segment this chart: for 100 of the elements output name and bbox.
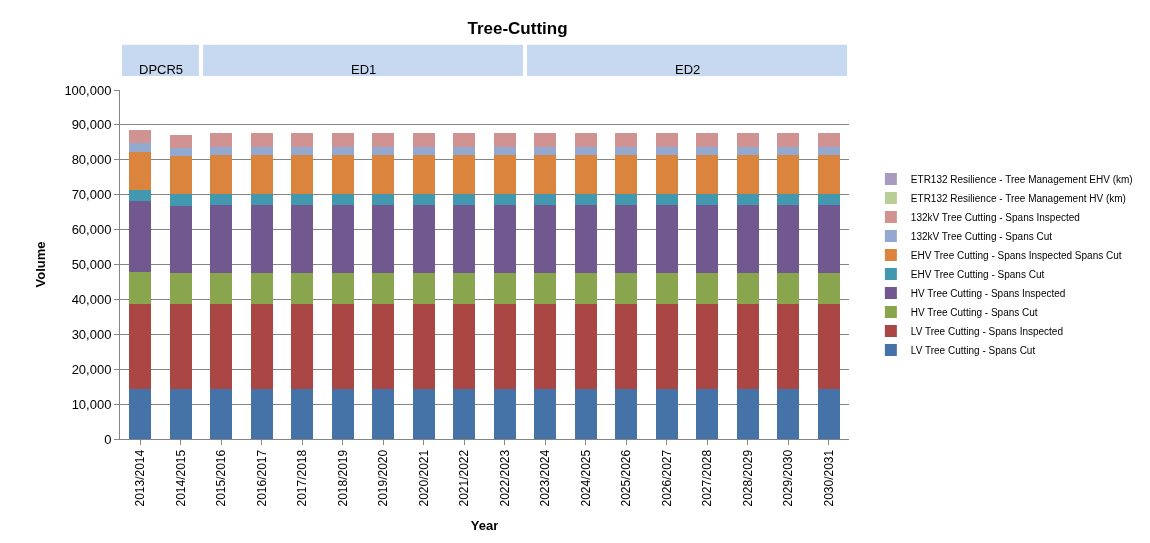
bar bbox=[696, 146, 719, 155]
bar bbox=[210, 146, 233, 155]
bar bbox=[250, 204, 273, 273]
bar bbox=[574, 272, 597, 304]
bar bbox=[210, 154, 233, 194]
bar bbox=[615, 193, 638, 205]
bar bbox=[736, 303, 759, 389]
bar bbox=[696, 193, 719, 205]
bar bbox=[250, 303, 273, 389]
bar bbox=[534, 204, 557, 273]
bar bbox=[250, 154, 273, 194]
x-tick-label: 2018/2019 bbox=[335, 449, 350, 507]
bar bbox=[129, 303, 152, 389]
legend-label: LV Tree Cutting - Spans Cut bbox=[910, 344, 1036, 356]
x-tick-label: 2030/2031 bbox=[821, 449, 836, 507]
bar bbox=[372, 133, 395, 147]
bar bbox=[291, 133, 314, 147]
bar bbox=[736, 193, 759, 205]
legend-label: EHV Tree Cutting - Spans Inspected Spans Cut bbox=[910, 249, 1122, 261]
bar bbox=[817, 154, 840, 194]
bar bbox=[615, 388, 638, 439]
bar bbox=[574, 154, 597, 194]
y-tick-label: 0 bbox=[104, 431, 112, 447]
bar bbox=[736, 154, 759, 194]
bar bbox=[655, 133, 678, 147]
bar bbox=[331, 388, 354, 439]
bar bbox=[169, 303, 192, 389]
bar bbox=[453, 193, 476, 205]
bar bbox=[250, 133, 273, 147]
bar bbox=[372, 154, 395, 194]
bar bbox=[574, 204, 597, 273]
bar bbox=[291, 303, 314, 389]
bar bbox=[250, 388, 273, 439]
bar bbox=[453, 133, 476, 147]
y-tick-label: 80,000 bbox=[71, 152, 112, 168]
bar bbox=[655, 204, 678, 273]
y-tick-label: 30,000 bbox=[71, 326, 112, 342]
bar bbox=[817, 193, 840, 205]
chart-title: Tree-Cutting bbox=[467, 18, 568, 38]
bar bbox=[777, 303, 800, 389]
bar bbox=[777, 146, 800, 155]
text: ED1 bbox=[351, 62, 377, 77]
bar bbox=[696, 204, 719, 273]
bar bbox=[210, 204, 233, 273]
bar bbox=[372, 303, 395, 389]
bar bbox=[817, 388, 840, 439]
bar bbox=[453, 303, 476, 389]
x-tick-label: 2022/2023 bbox=[497, 449, 512, 507]
bar bbox=[412, 146, 435, 155]
bar bbox=[655, 146, 678, 155]
x-tick-label: 2027/2028 bbox=[700, 449, 715, 507]
bar bbox=[331, 133, 354, 147]
bar bbox=[453, 272, 476, 304]
bar bbox=[169, 155, 192, 195]
bar bbox=[777, 193, 800, 205]
x-tick-label: 2013/2014 bbox=[133, 449, 148, 507]
bar bbox=[736, 133, 759, 147]
bar bbox=[696, 272, 719, 304]
bar bbox=[291, 193, 314, 205]
y-tick-label: 70,000 bbox=[71, 187, 112, 203]
bar bbox=[453, 388, 476, 439]
x-tick-label: 2026/2027 bbox=[659, 449, 674, 507]
x-tick-label: 2020/2021 bbox=[416, 449, 431, 507]
bar bbox=[736, 388, 759, 439]
bar bbox=[129, 272, 152, 304]
legend-label: HV Tree Cutting - Spans Inspected bbox=[910, 287, 1066, 299]
y-tick-label: 90,000 bbox=[71, 117, 112, 133]
bar bbox=[412, 272, 435, 304]
bar bbox=[615, 303, 638, 389]
bar bbox=[331, 146, 354, 155]
legend-label: HV Tree Cutting - Spans Cut bbox=[910, 306, 1038, 318]
bar bbox=[453, 146, 476, 155]
bar bbox=[210, 193, 233, 205]
bar bbox=[817, 133, 840, 147]
bar bbox=[493, 193, 516, 205]
bar bbox=[817, 303, 840, 389]
bar bbox=[453, 204, 476, 273]
bar bbox=[210, 133, 233, 147]
bar bbox=[736, 204, 759, 273]
bar bbox=[655, 388, 678, 439]
bar bbox=[615, 272, 638, 304]
bar bbox=[412, 133, 435, 147]
bar bbox=[615, 154, 638, 194]
bar bbox=[736, 146, 759, 155]
bar bbox=[129, 151, 152, 190]
legend-label: ETR132 Resilience - Tree Management EHV (km) bbox=[910, 173, 1133, 185]
bar bbox=[331, 193, 354, 205]
bar bbox=[372, 146, 395, 155]
bar bbox=[331, 204, 354, 273]
bar bbox=[696, 133, 719, 147]
text: DPCR5 bbox=[139, 62, 184, 77]
bar bbox=[534, 388, 557, 439]
y-tick-label: 60,000 bbox=[71, 222, 112, 238]
bar bbox=[291, 272, 314, 304]
bar bbox=[331, 303, 354, 389]
bar bbox=[777, 154, 800, 194]
bar bbox=[250, 272, 273, 304]
bar bbox=[493, 154, 516, 194]
bar bbox=[210, 303, 233, 389]
bar bbox=[129, 130, 152, 144]
